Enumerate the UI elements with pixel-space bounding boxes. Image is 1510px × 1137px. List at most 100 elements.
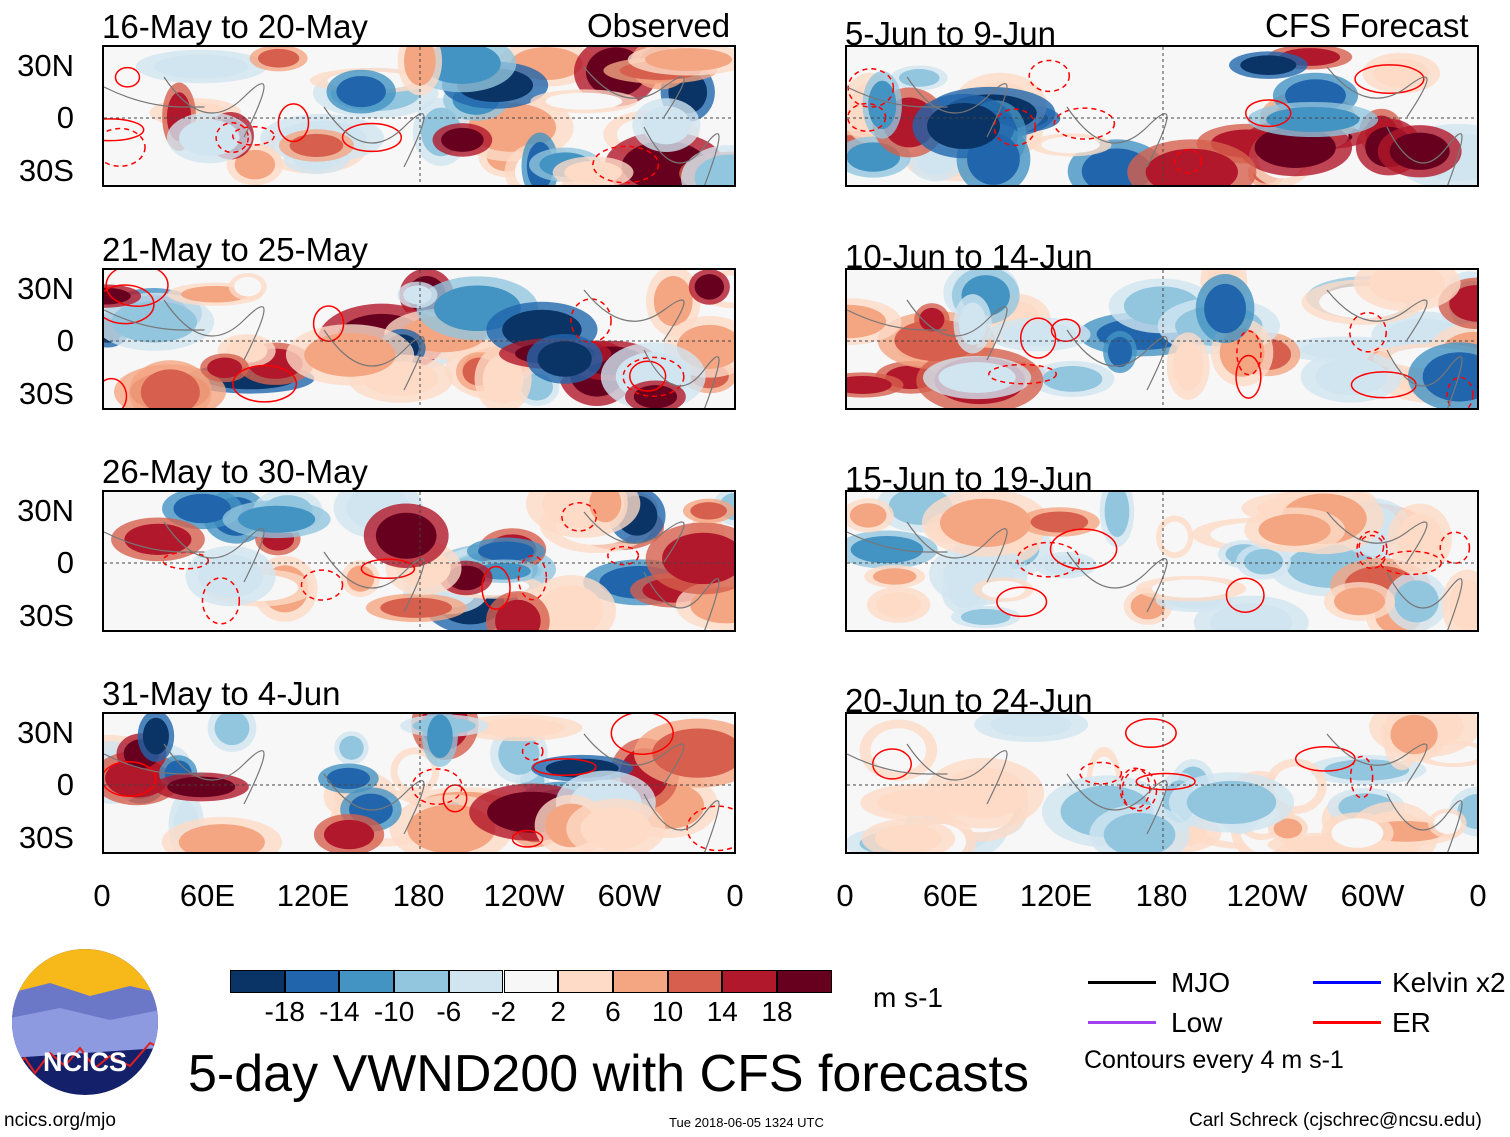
wind-anomaly-core [580, 807, 652, 850]
er-contour [996, 586, 1048, 618]
lon-label: 60E [922, 878, 979, 913]
lon-label: 0 [93, 878, 111, 913]
wind-anomaly-core [1258, 513, 1331, 546]
lat-label: 0 [56, 545, 74, 580]
wind-anomaly-core [850, 535, 924, 564]
lat-label: 0 [56, 323, 74, 358]
colorbar-units: m s-1 [873, 982, 943, 1013]
lat-label: 30S [18, 376, 74, 411]
wind-anomaly-core [919, 307, 945, 332]
wind-anomaly-core [478, 541, 535, 562]
er-contour [511, 829, 544, 848]
lat-label: 0 [56, 767, 74, 802]
wind-anomaly-core [653, 276, 693, 327]
wind-anomaly-core [289, 133, 344, 158]
lon-label: 120E [1019, 878, 1093, 913]
colorbar-swatch [339, 970, 395, 993]
coastline [1326, 733, 1428, 785]
wind-anomaly-core [482, 354, 524, 404]
colorbar-tick-label: 14 [706, 996, 738, 1027]
wind-anomaly-core [545, 92, 623, 110]
panel-title: 10-Jun to 14-Jun [845, 238, 1093, 275]
wind-anomaly-core [1331, 818, 1384, 848]
er-contour [1354, 64, 1425, 94]
coastline [906, 299, 1008, 361]
wind-anomaly-core [1448, 579, 1477, 630]
coastline [847, 86, 948, 108]
wind-anomaly-core [198, 554, 263, 598]
wind-anomaly-core [1002, 322, 1076, 347]
coastline [1386, 571, 1463, 630]
observed-map-panel [102, 268, 736, 410]
coastline [583, 511, 685, 563]
wind-anomaly-core [898, 69, 940, 87]
wind-anomaly-core [234, 277, 262, 297]
coastline [1386, 793, 1463, 852]
coastline [104, 753, 205, 775]
er-contour [481, 565, 511, 610]
coastline [323, 106, 425, 168]
colorbar-swatch [558, 970, 613, 993]
coastline [1326, 511, 1428, 563]
wind-anomaly-core [1334, 587, 1385, 616]
er-contour [105, 270, 169, 307]
forecast-map-panel [845, 268, 1479, 410]
wind-anomaly-core [1210, 603, 1293, 630]
colorbar-swatch [612, 970, 668, 993]
er-contour [988, 363, 1057, 385]
legend-line-mjo [1088, 981, 1156, 984]
lon-label: 180 [392, 878, 445, 913]
er-contour [628, 360, 667, 392]
legend-line-low [1088, 1021, 1156, 1024]
wind-anomaly-core [1373, 58, 1430, 88]
wind-anomaly-core [1254, 126, 1336, 168]
wind-anomaly-core [237, 505, 316, 533]
lon-label: 120W [483, 878, 565, 913]
coastline [163, 76, 265, 138]
coastline [163, 743, 265, 805]
lon-label: 60W [1340, 878, 1405, 913]
wind-anomaly-core [1240, 55, 1297, 75]
wind-anomaly-core [990, 714, 1072, 738]
wind-anomaly-core [495, 599, 541, 630]
coastline [583, 289, 685, 341]
svg-text:NCICS: NCICS [43, 1047, 127, 1077]
er-contour [607, 545, 640, 566]
wind-anomaly-core [214, 714, 250, 746]
wind-anomaly-core [111, 301, 198, 343]
lat-label: 30N [17, 715, 74, 750]
wind-anomaly-core [694, 274, 725, 300]
wind-anomaly-core [1433, 812, 1462, 834]
coastline [906, 521, 1008, 583]
timestamp: Tue 2018-06-05 1324 UTC [669, 1115, 824, 1130]
wind-anomaly-core [1315, 358, 1388, 396]
er-contour [1236, 330, 1262, 376]
er-contour [300, 569, 344, 601]
wind-anomaly-core [326, 767, 371, 790]
wind-anomaly-core [538, 585, 604, 630]
wind-anomaly-core [397, 754, 433, 789]
legend-label-er: ER [1392, 1007, 1431, 1038]
er-contour [993, 108, 1037, 147]
er-contour [1358, 534, 1385, 560]
coastline [847, 753, 948, 775]
wind-anomaly-core [1422, 352, 1477, 402]
coastline [323, 773, 425, 835]
wind-anomaly-core [474, 718, 565, 738]
wind-anomaly-core [564, 161, 622, 184]
coastline [1386, 126, 1463, 185]
wind-anomaly-core [690, 502, 727, 520]
wind-anomaly-core [1244, 548, 1284, 575]
panel-title: 16-May to 20-May [102, 8, 368, 45]
colorbar-swatch [284, 970, 340, 993]
wind-anomaly-core [1107, 336, 1133, 368]
coastline [1066, 106, 1168, 168]
coastline [643, 349, 720, 408]
wind-anomaly-core [1324, 759, 1410, 781]
source-url[interactable]: ncics.org/mjo [4, 1110, 116, 1131]
er-contour [1174, 149, 1203, 174]
wind-anomaly-core [1368, 270, 1446, 304]
er-contour [1244, 99, 1292, 128]
wind-anomaly-core [537, 341, 592, 377]
wind-anomaly-core [642, 105, 691, 145]
